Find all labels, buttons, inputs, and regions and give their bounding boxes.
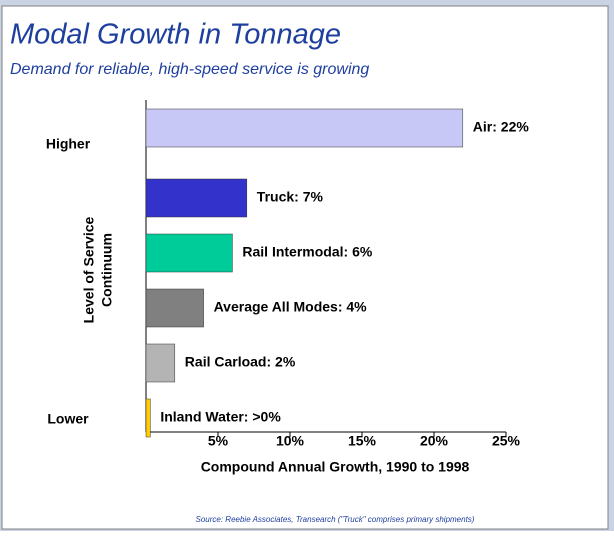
slide: [1, 5, 609, 530]
bar: [145, 178, 248, 218]
chart-subtitle: Demand for reliable, high-speed service …: [10, 61, 369, 78]
x-tick-label: 10%: [276, 433, 305, 449]
value-label: Rail Intermodal: 6%: [242, 244, 372, 260]
y-axis-title-line: Level of Service: [81, 216, 97, 323]
x-tick-label: 25%: [492, 433, 521, 449]
y-axis-title: Level of Service Continuum: [81, 216, 115, 323]
y-axis-title-line: Continuum: [99, 233, 115, 307]
value-label: Rail Carload: 2%: [185, 354, 296, 370]
value-label: Truck: 7%: [257, 189, 324, 205]
bar: [145, 108, 464, 148]
x-axis-title: Compound Annual Growth, 1990 to 1998: [201, 459, 470, 475]
x-tick-label: 20%: [420, 433, 449, 449]
bar: [145, 233, 233, 273]
bar: [145, 398, 151, 438]
y-end-label: Lower: [47, 411, 89, 427]
y-end-label: Higher: [46, 136, 91, 152]
value-label: Average All Modes: 4%: [214, 299, 368, 315]
bar: [145, 288, 204, 328]
x-tick-label: 5%: [208, 433, 229, 449]
value-label: Air: 22%: [473, 119, 530, 135]
value-label: Inland Water: >0%: [160, 409, 281, 425]
source: Source: Reebie Associates, Transearch ("…: [196, 515, 475, 524]
bar: [145, 343, 176, 383]
x-tick-label: 15%: [348, 433, 377, 449]
chart-title: Modal Growth in Tonnage: [10, 19, 341, 51]
